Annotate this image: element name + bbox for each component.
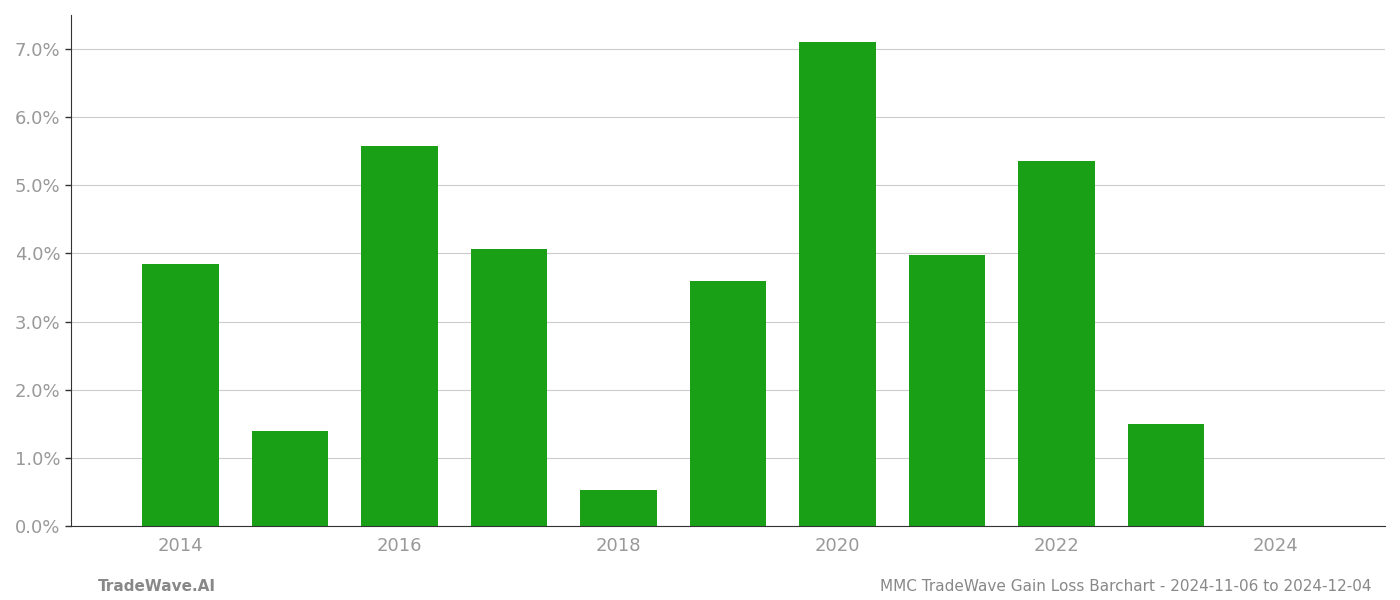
Bar xyxy=(799,42,876,526)
Bar xyxy=(1127,424,1204,526)
Bar xyxy=(690,281,766,526)
Bar xyxy=(470,248,547,526)
Text: MMC TradeWave Gain Loss Barchart - 2024-11-06 to 2024-12-04: MMC TradeWave Gain Loss Barchart - 2024-… xyxy=(881,579,1372,594)
Bar xyxy=(580,490,657,526)
Bar xyxy=(909,256,986,526)
Text: TradeWave.AI: TradeWave.AI xyxy=(98,579,216,594)
Bar xyxy=(1018,161,1095,526)
Bar xyxy=(143,263,218,526)
Bar xyxy=(252,431,329,526)
Bar xyxy=(361,146,438,526)
